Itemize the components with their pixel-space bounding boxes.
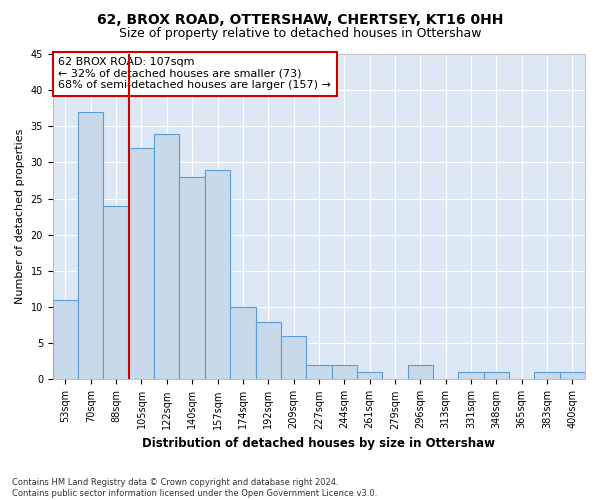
Bar bbox=[129, 148, 154, 380]
Bar bbox=[281, 336, 306, 380]
Bar bbox=[78, 112, 103, 380]
Bar bbox=[357, 372, 382, 380]
Text: 62 BROX ROAD: 107sqm
← 32% of detached houses are smaller (73)
68% of semi-detac: 62 BROX ROAD: 107sqm ← 32% of detached h… bbox=[58, 58, 331, 90]
Bar bbox=[256, 322, 281, 380]
Bar bbox=[230, 307, 256, 380]
Bar bbox=[407, 365, 433, 380]
Bar bbox=[53, 300, 78, 380]
Bar bbox=[205, 170, 230, 380]
Bar bbox=[535, 372, 560, 380]
Bar bbox=[103, 206, 129, 380]
Bar bbox=[560, 372, 585, 380]
X-axis label: Distribution of detached houses by size in Ottershaw: Distribution of detached houses by size … bbox=[142, 437, 496, 450]
Text: Contains HM Land Registry data © Crown copyright and database right 2024.
Contai: Contains HM Land Registry data © Crown c… bbox=[12, 478, 377, 498]
Y-axis label: Number of detached properties: Number of detached properties bbox=[15, 129, 25, 304]
Text: Size of property relative to detached houses in Ottershaw: Size of property relative to detached ho… bbox=[119, 28, 481, 40]
Bar bbox=[154, 134, 179, 380]
Bar bbox=[306, 365, 332, 380]
Bar bbox=[484, 372, 509, 380]
Bar bbox=[458, 372, 484, 380]
Text: 62, BROX ROAD, OTTERSHAW, CHERTSEY, KT16 0HH: 62, BROX ROAD, OTTERSHAW, CHERTSEY, KT16… bbox=[97, 12, 503, 26]
Bar bbox=[179, 177, 205, 380]
Bar bbox=[332, 365, 357, 380]
